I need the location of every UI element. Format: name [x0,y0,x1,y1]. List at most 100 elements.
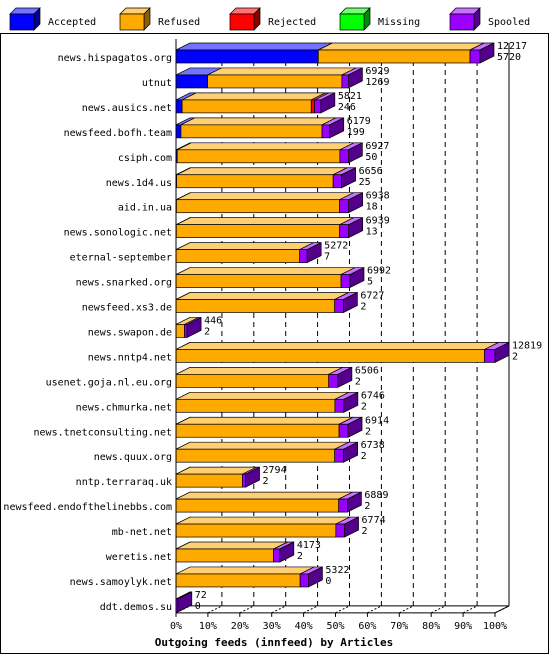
bar-row-ddt-demos-su [175,591,193,613]
bar-side-spooled [343,391,359,413]
bar-spooled [469,49,481,64]
value-label-accepted: 2 [263,476,269,487]
bar-side-spooled [347,491,362,513]
bar-refused [175,299,336,313]
x-tick-line [399,605,414,614]
bar-accepted [175,49,319,64]
bar-top-refused [176,192,354,201]
x-tick-label: 60% [358,621,376,632]
bar-row-news-nntp4-net [175,341,510,363]
x-tick-label: 90% [454,621,472,632]
bar-spooled [339,224,349,238]
bar-refused [175,548,274,563]
value-label-total: 6727 [360,291,384,302]
bar-row-aid-in-ua [175,192,363,214]
legend-swatch [119,13,145,31]
bar-side-spooled [177,591,193,613]
bar-spooled [273,548,281,563]
value-label-total: 5322 [325,565,349,576]
legend-swatch [449,13,475,31]
legend-label: Accepted [48,17,96,28]
bar-accepted [175,99,183,114]
bar-side-spooled [344,516,359,538]
bar-side-spooled [343,441,358,463]
bar-row-news-chmurka-net [175,391,359,413]
legend-swatch [9,13,35,31]
bar-row-newsfeed-bofh-team [175,117,345,139]
category-label: newsfeed.bofh.team [64,128,172,139]
bar-row-utnut [175,67,363,89]
bar-top-refused [176,167,348,176]
bar-top-refused [181,92,326,101]
category-label: news.nntp4.net [88,352,172,363]
bar-refused [317,49,471,64]
value-label-accepted: 2 [297,551,303,562]
value-label-total: 6746 [361,390,385,401]
bar-side-spooled [308,566,323,588]
value-label-accepted: 13 [366,227,378,238]
bar-refused [175,523,337,538]
bar-spooled [328,374,339,388]
bar-refused [176,149,341,164]
value-label-total: 6656 [359,166,383,177]
bar-side-spooled [306,242,322,264]
chart-title: Outgoing feeds (innfeed) by Articles [155,636,393,649]
bar-top-refused [176,217,354,225]
x-tick-line [175,605,191,614]
value-label-total: 12217 [497,41,527,52]
bar-top-refused [175,342,499,350]
bar-side-spooled [494,341,510,363]
bar-row-eternal-september [175,242,322,264]
bar-row-weretis-net [175,541,295,563]
bar-spooled [332,174,342,189]
bar-top-refused [175,292,349,300]
bar-side-spooled [479,42,495,64]
value-label-total: 6889 [364,490,388,501]
x-tick-label: 20% [231,621,249,632]
value-label-total: 6929 [365,66,389,77]
value-label-total: 6927 [365,141,389,152]
bar-spooled [339,149,349,164]
value-label-total: 6914 [365,415,389,426]
bar-side-spooled [337,366,353,388]
legend-label: Rejected [268,17,316,28]
bar-spooled [335,523,345,538]
legend-swatch [229,13,255,31]
bar-spooled [340,274,351,288]
bar-row-news-ausics-net [175,92,336,114]
x-tick-label: 70% [390,621,408,632]
value-label-accepted: 5 [367,277,373,288]
value-label-accepted: 7 [324,252,330,263]
x-tick-line [335,605,350,614]
bar-spooled [334,299,344,313]
category-label: utnut [142,78,172,89]
x-tick-line [207,605,223,614]
bar-row-news-snarked-org [175,266,365,289]
bar-top-refused [318,42,485,51]
bar-top-refused [207,67,357,76]
category-label: newsfeed.endofthelinebbs.com [3,502,172,513]
category-label: news.quux.org [94,452,172,463]
bar-top-refused [177,142,355,151]
category-label: news.ausics.net [82,103,172,114]
category-label: news.swapon.de [88,327,172,338]
category-label: csiph.com [118,153,172,164]
bar-spooled [338,498,348,513]
category-label: newsfeed.xs3.de [82,303,172,314]
x-tick-line [430,605,446,614]
bar-spooled [321,124,331,139]
value-label-accepted: 18 [366,202,378,213]
category-label: news.chmurka.net [76,402,172,413]
bar-spooled [334,398,345,413]
bar-row-news-1d4-us [175,167,356,189]
value-label-total: 5272 [324,241,348,252]
bar-row-news-samoylyk-net [175,566,323,588]
bar-refused [207,74,343,89]
bar-top-refused [175,516,350,525]
category-label: news.tnetconsulting.net [34,427,172,438]
value-label-total: 2794 [263,465,287,476]
bar-row-csiph-com [175,142,363,164]
legend-item-accepted: Accepted [9,7,96,31]
value-label-total: 12819 [512,340,542,351]
bar-row-usenet-goja-nl-eu-org [175,366,353,388]
